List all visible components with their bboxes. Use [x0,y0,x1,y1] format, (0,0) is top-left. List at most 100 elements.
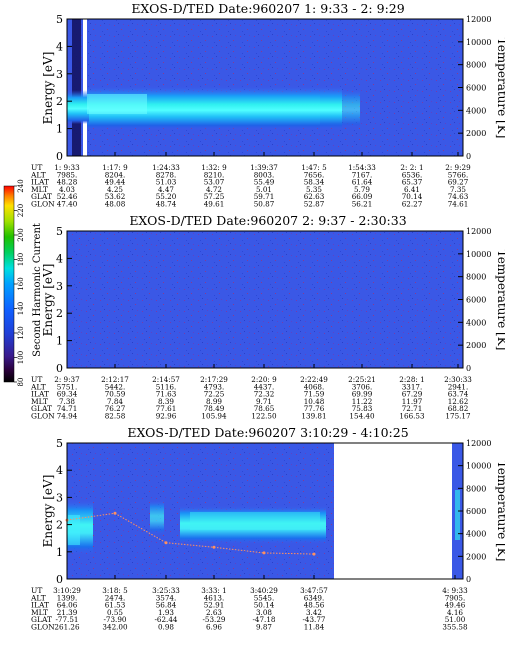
y-tick-label: 0 [56,150,63,163]
y2-tick-label: 6000 [466,507,486,516]
table-cell: 8.39 [158,397,174,406]
y-tick-label: 3 [56,280,63,293]
table-cell: 2.63 [206,608,222,617]
y2-tick-label: 4000 [466,318,486,327]
table-cell: 2:17:29 [200,375,228,384]
y-tick-label: 3 [56,68,63,81]
y2-tick-label: 6000 [466,84,486,93]
table-cell: 355.58 [442,623,468,632]
table-cell: 77.76 [304,404,325,413]
table-cell: 11.84 [304,623,325,632]
y2-tick-label: 2000 [466,129,486,138]
table-cell: 66.09 [352,192,373,201]
temperature-segment [213,546,265,554]
table-cell: 74.94 [57,412,78,421]
y-tick-label: 2 [56,95,63,108]
table-cell: 3:47:57 [300,586,328,595]
table-cell: 8.99 [206,397,222,406]
table-cell: 1:39:37 [250,163,278,172]
table-cell: 68.82 [448,404,469,413]
table-cell: 5442. [105,382,126,391]
table-cell: 5751. [57,382,78,391]
table-cell: 154.40 [349,412,375,421]
row-label: GLAT [31,404,52,413]
y2-tick-label: 10000 [466,38,491,47]
table-cell: 55.20 [156,192,177,201]
y2-tick-label: 0 [466,364,471,373]
table-cell: 3:40:29 [250,586,278,595]
table-cell: 6536. [402,170,423,179]
table-cell: 4613. [204,593,225,602]
table-cell: 72.32 [254,390,275,399]
table-cell: 1:54:33 [348,163,376,172]
table-cell: 2474. [105,593,126,602]
row-label: ALT [30,170,46,179]
table-cell: 9.71 [256,397,272,406]
colorbar-tick-label: 200 [17,228,25,241]
energy-axis: Energy [eV] 0 1 2 3 4 5 [41,437,72,586]
table-cell: -53.29 [202,615,225,624]
table-cell: 4: 9:33 [442,586,468,595]
table-cell: 122.50 [251,412,277,421]
energy-axis: Energy [eV] 0 1 2 3 4 5 [41,225,72,375]
temperature-trace [65,511,316,556]
row-label: ALT [30,593,46,602]
table-cell: 75.83 [352,404,373,413]
data-gap-white [83,19,87,156]
table-cell: 3574. [156,593,177,602]
table-cell: 1:24:33 [152,163,180,172]
table-cell: 72.71 [402,404,423,413]
table-cell: 4.25 [107,185,123,194]
table-cell: 3706. [352,382,373,391]
table-cell: 9.87 [256,623,272,632]
table-cell: 139.81 [301,412,326,421]
row-label: GLON [31,623,55,632]
y2-tick-label: 12000 [466,227,491,236]
temperature-axis: Temperature [K] 0 2000 4000 6000 8000 10000 12… [458,15,505,161]
table-cell: 4068. [304,382,325,391]
table-cell: 7985. [57,170,78,179]
table-cell: 62.27 [402,200,423,209]
y-tick-label: 5 [56,225,63,238]
table-cell: 7167. [352,170,373,179]
intense-band [67,86,360,130]
row-label: MLT [31,185,48,194]
table-cell: 342.00 [102,623,128,632]
y-tick-label: 5 [56,437,63,450]
table-cell: 6349. [304,593,325,602]
table-cell: 48.08 [105,200,126,209]
table-cell: 71.63 [156,390,177,399]
table-cell: 2:28: 1 [399,375,424,384]
table-cell: 58.34 [304,178,325,187]
table-cell: 2:12:17 [101,375,129,384]
spectrogram-panel-1: EXOS-D/TED Date:960207 1: 9:33 - 2: 9:29… [30,1,505,209]
table-cell: 4437. [254,382,275,391]
table-cell: 4.16 [447,608,463,617]
table-cell: 11.22 [352,397,373,406]
table-cell: 1:32: 9 [201,163,227,172]
table-cell: 2:22:49 [300,375,328,384]
table-cell: 2: 2: 1 [400,163,423,172]
table-cell: 69.99 [352,390,373,399]
temperature-segment [114,512,167,544]
table-cell: 3317. [402,382,423,391]
table-cell: 4.72 [206,185,222,194]
table-cell: 56.21 [352,200,373,209]
table-cell: 1399. [57,593,78,602]
temperature-axis: Temperature [K] 0 2000 4000 6000 8000 10000 12… [458,439,505,584]
row-label: ILAT [31,178,49,187]
table-cell: 71.59 [304,390,325,399]
y-tick-label: 2 [56,519,63,532]
table-cell: -47.18 [252,615,275,624]
table-cell: 21.39 [57,608,78,617]
y2-tick-label: 12000 [466,15,491,24]
plot-frame [66,18,464,157]
table-cell: 5545. [254,593,275,602]
y-ticks: 0 1 2 3 4 5 [56,13,72,163]
y-tick-label: 4 [56,40,63,53]
table-cell: 70.59 [105,390,126,399]
y-tick-label: 3 [56,491,63,504]
table-cell: 5.79 [354,185,370,194]
